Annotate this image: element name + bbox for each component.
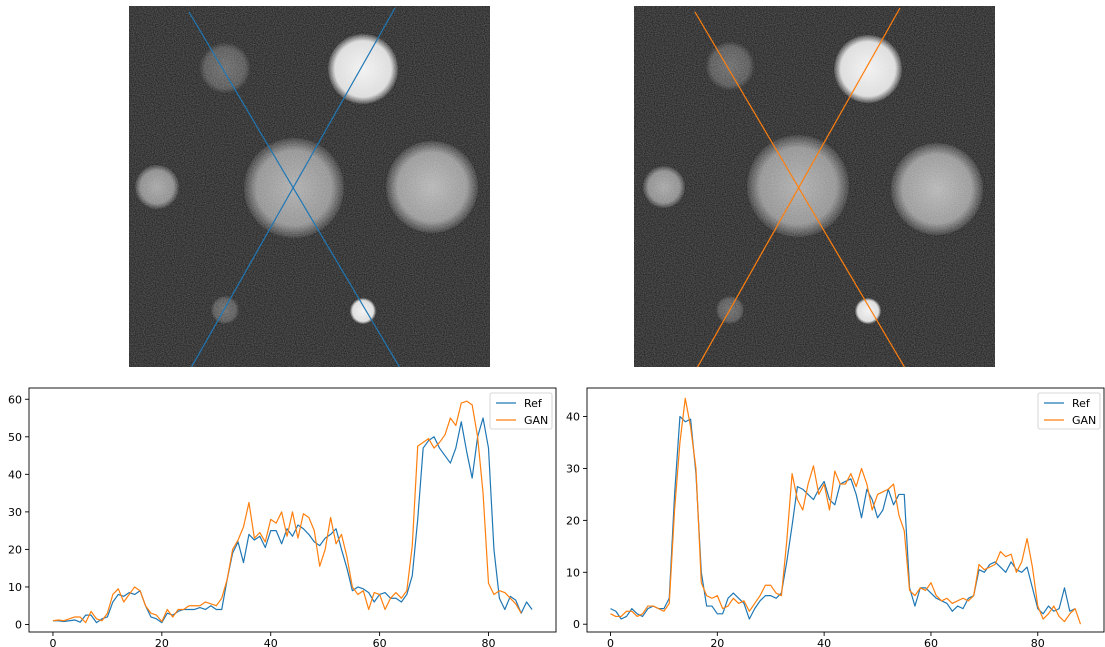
profile-line-ref-2 (190, 7, 396, 367)
y-tick-label: 20 (8, 543, 22, 556)
x-tick-label: 60 (373, 637, 387, 647)
axes-frame (28, 387, 557, 633)
profile-line-ref-1 (188, 11, 401, 367)
reference-phantom-image (129, 6, 490, 367)
image-noise (634, 6, 995, 367)
axes-frame (586, 387, 1105, 633)
y-tick-label: 20 (566, 514, 580, 527)
legend-label-ref: Ref (524, 397, 543, 410)
legend-label-gan: GAN (1072, 414, 1096, 427)
legend: Ref GAN (1037, 392, 1101, 430)
series-line-ref (52, 417, 533, 624)
gan-phantom-image (634, 6, 995, 367)
legend-label-gan: GAN (524, 414, 548, 427)
y-tick-label: 0 (573, 618, 580, 631)
profile-plot-left: 0 20 40 60 80 0 10 20 30 40 50 60 Ref GAN (8, 387, 557, 647)
y-tick-label: 10 (8, 581, 22, 594)
y-tick-label: 10 (566, 566, 580, 579)
y-tick-label: 50 (8, 431, 22, 444)
series-line-gan (52, 400, 522, 624)
y-tick-label: 0 (15, 618, 22, 631)
x-tick-label: 20 (710, 637, 724, 647)
y-tick-label: 40 (566, 411, 580, 424)
x-tick-label: 0 (607, 637, 614, 647)
series-line-gan (610, 397, 1082, 625)
profile-line-gan-1 (694, 11, 906, 367)
y-tick-label: 30 (8, 506, 22, 519)
y-tick-label: 40 (8, 468, 22, 481)
x-tick-label: 40 (264, 637, 278, 647)
legend-label-ref: Ref (1072, 397, 1091, 410)
y-tick-label: 60 (8, 393, 22, 406)
y-tick-label: 30 (566, 462, 580, 475)
profile-line-gan-2 (696, 7, 901, 367)
profile-plot-right: 0 20 40 60 80 0 10 20 30 40 Ref GAN (566, 387, 1105, 647)
x-tick-label: 40 (817, 637, 831, 647)
series-line-ref (610, 415, 1076, 620)
legend: Ref GAN (489, 392, 553, 430)
x-tick-label: 80 (1031, 637, 1045, 647)
x-tick-label: 20 (155, 637, 169, 647)
x-tick-label: 60 (924, 637, 938, 647)
image-noise (129, 6, 490, 367)
x-tick-label: 80 (481, 637, 495, 647)
x-tick-label: 0 (49, 637, 56, 647)
